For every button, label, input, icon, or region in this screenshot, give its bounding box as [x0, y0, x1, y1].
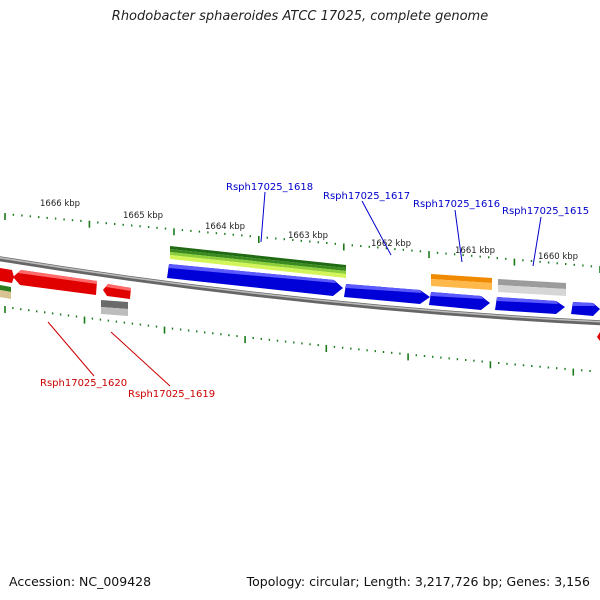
scale-ticks-inner: [4, 306, 591, 376]
accession-text: Accession: NC_009428: [9, 574, 152, 589]
cds-arrow-1616[interactable]: [429, 292, 490, 310]
gene-1618-band[interactable]: [170, 246, 346, 278]
cds-arrow-1617[interactable]: [344, 284, 430, 304]
gene-label-1618[interactable]: Rsph17025_1618: [226, 182, 313, 193]
cds-arrow-1615[interactable]: [495, 297, 565, 314]
leader-lines: [47, 191, 542, 387]
feature-left-edge[interactable]: [0, 285, 11, 299]
cds-arrow-1618[interactable]: [167, 264, 343, 296]
scale-label-1665: 1665 kbp: [123, 211, 163, 221]
cds-arrow-1614[interactable]: [571, 302, 600, 316]
cds-arrow-1620[interactable]: [13, 270, 97, 295]
gene-label-1616[interactable]: Rsph17025_1616: [413, 199, 500, 210]
scale-label-1663: 1663 kbp: [288, 231, 328, 241]
scale-label-1662: 1662 kbp: [371, 239, 411, 249]
gene-label-1615[interactable]: Rsph17025_1615: [502, 206, 589, 217]
genome-backbone: [0, 256, 600, 326]
page-title: Rhodobacter sphaeroides ATCC 17025, comp…: [111, 9, 489, 24]
scale-label-1664: 1664 kbp: [205, 222, 245, 232]
cds-arrow-1621[interactable]: [0, 268, 14, 283]
scale-label-1661: 1661 kbp: [455, 246, 495, 256]
gene-label-1619[interactable]: Rsph17025_1619: [128, 389, 215, 400]
gene-label-1617[interactable]: Rsph17025_1617: [323, 191, 410, 202]
cds-arrow-1619-red[interactable]: [103, 284, 131, 299]
gene-label-1620[interactable]: Rsph17025_1620: [40, 378, 127, 389]
cds-arrow-right-edge[interactable]: [597, 332, 600, 341]
scale-label-1666: 1666 kbp: [40, 199, 80, 209]
gene-1619-band[interactable]: [101, 300, 128, 316]
topology-text: Topology: circular; Length: 3,217,726 bp…: [246, 574, 590, 589]
scale-label-1660: 1660 kbp: [538, 252, 578, 262]
genome-backbone-highlight: [0, 257, 600, 323]
gene-1616-band[interactable]: [431, 274, 492, 290]
gene-1615-band[interactable]: [498, 279, 566, 296]
scale-ticks-outer: [4, 213, 600, 273]
